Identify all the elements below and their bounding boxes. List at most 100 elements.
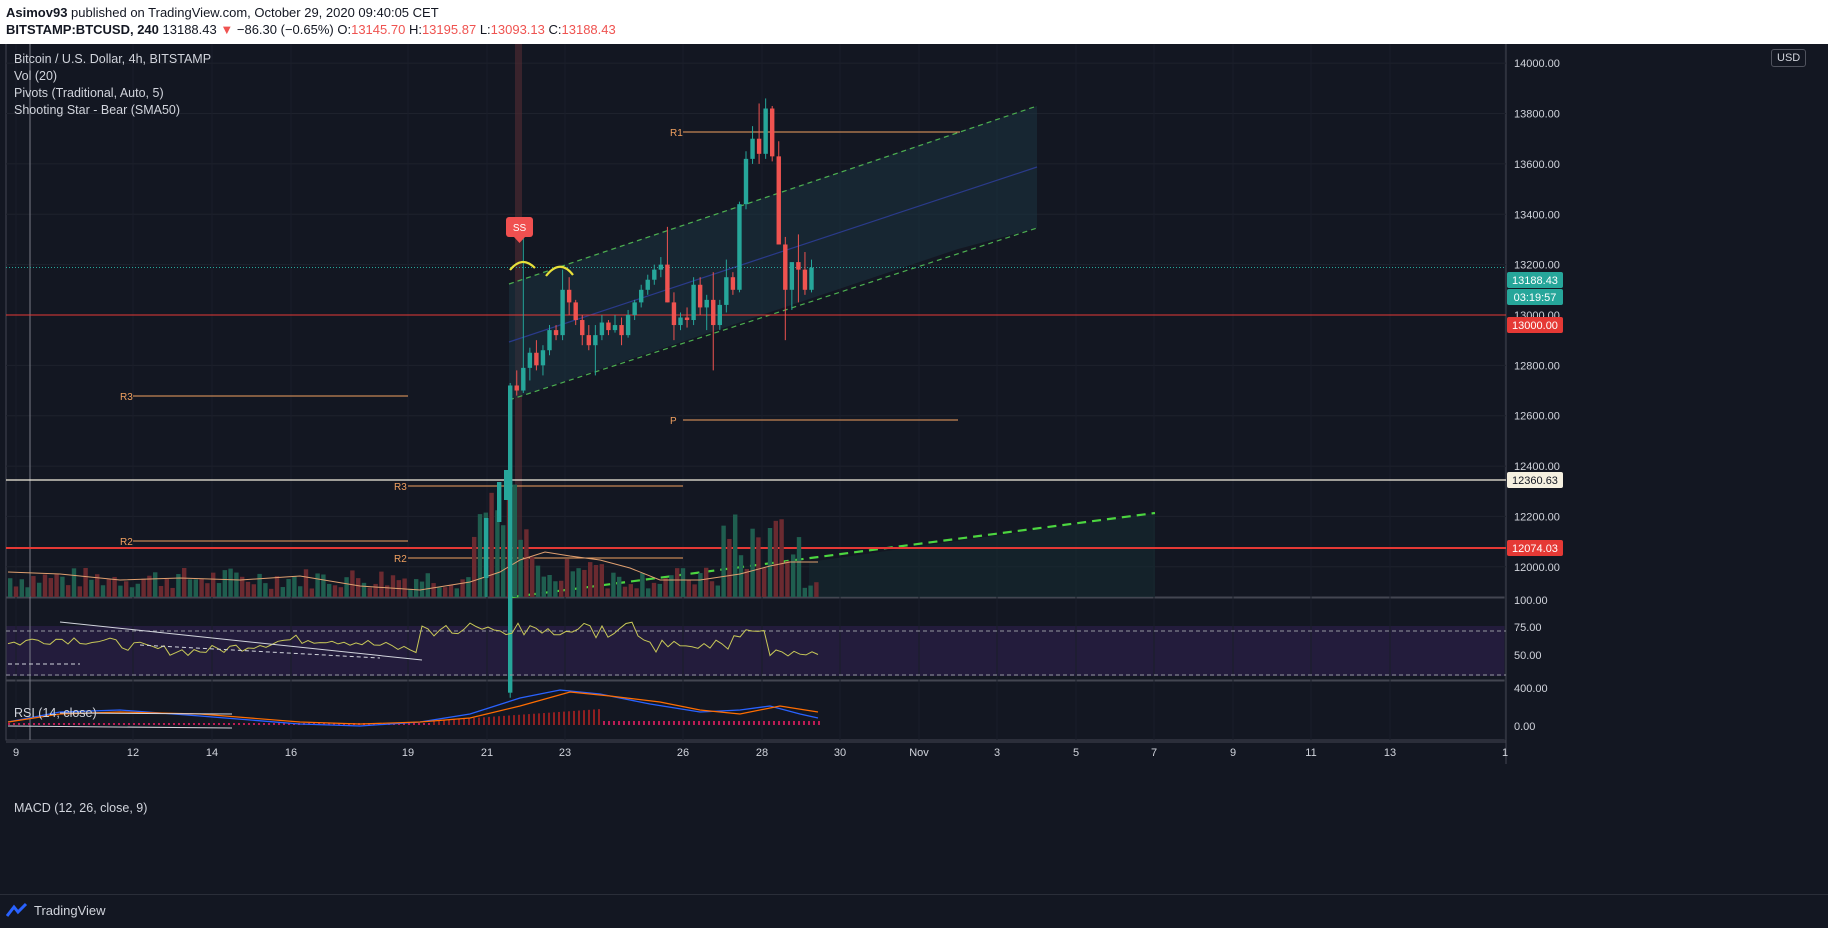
volume-bar (170, 587, 175, 597)
author-name[interactable]: Asimov93 (6, 5, 68, 20)
volume-bar (350, 570, 355, 597)
candle-body (632, 302, 637, 315)
candle-body (658, 264, 664, 270)
macd-histogram-bar (273, 723, 275, 725)
macd-histogram-bar (588, 709, 590, 725)
macd-histogram-bar (418, 723, 420, 725)
rsi-pane-label[interactable]: RSI (14, close) (14, 706, 97, 720)
macd-histogram-bar (228, 723, 230, 725)
x-tick-label: 11 (1305, 747, 1316, 759)
macd-histogram-bar (223, 723, 225, 725)
macd-histogram-bar (243, 723, 245, 725)
macd-histogram-bar (183, 723, 185, 725)
y-tick-label: 13400.00 (1514, 209, 1560, 221)
volume-bar (564, 558, 570, 597)
publish-header: Asimov93 published on TradingView.com, O… (0, 0, 1828, 44)
rsi-axis-label: 75.00 (1514, 622, 1542, 634)
macd-histogram-bar (253, 723, 255, 725)
macd-histogram-bar (793, 721, 795, 725)
y-tick-label: 13600.00 (1514, 159, 1560, 171)
price-tag (1507, 472, 1563, 488)
macd-histogram-bar (88, 723, 90, 725)
price-tag-label: 03:19:57 (1514, 292, 1557, 304)
volume-bar (779, 519, 784, 597)
x-tick-label: 1 (1502, 747, 1508, 759)
tradingview-logo[interactable]: TradingView (6, 902, 106, 918)
volume-bar (715, 585, 720, 597)
volume-bar (292, 576, 297, 597)
volume-bar (501, 525, 506, 597)
volume-bar (60, 576, 65, 597)
candle-body (697, 284, 703, 308)
x-tick-label: 5 (1073, 747, 1079, 759)
volume-bar (489, 492, 494, 597)
volume-bar (617, 576, 622, 597)
macd-histogram-bar (598, 709, 600, 725)
macd-histogram-bar (788, 721, 790, 725)
macd-histogram-bar (538, 713, 540, 725)
tradingview-logo-icon (6, 902, 28, 917)
pattern-indicator-label[interactable]: Shooting Star - Bear (SMA50) (14, 103, 181, 117)
macd-histogram-bar (213, 723, 215, 725)
volume-bar (646, 588, 651, 597)
volume-bar (205, 583, 210, 597)
y-tick-label: 12800.00 (1514, 360, 1560, 372)
volume-bar (89, 579, 94, 597)
pivots-indicator-label[interactable]: Pivots (Traditional, Auto, 5) (14, 86, 164, 100)
price-tag (1507, 272, 1563, 288)
volume-bar (367, 587, 372, 597)
volume-bar (593, 565, 599, 597)
trendline-fill (809, 513, 1155, 597)
volume-bar (709, 581, 715, 597)
macd-histogram-bar (733, 721, 735, 725)
currency-button[interactable]: USD (1771, 49, 1807, 67)
candle-body (789, 262, 795, 290)
chart-canvas[interactable]: 14000.0013800.0013600.0013400.0013200.00… (0, 44, 1828, 894)
macd-histogram-bar (78, 723, 80, 725)
y-tick-label: 12600.00 (1514, 411, 1560, 423)
macd-histogram-bar (738, 721, 740, 725)
volume-bar (251, 584, 256, 597)
macd-histogram-bar (608, 721, 610, 725)
volume-bar (83, 567, 88, 597)
macd-histogram-bar (218, 723, 220, 725)
close-label: C: (548, 22, 562, 37)
candle-body (497, 482, 502, 522)
macd-histogram-bar (568, 711, 570, 725)
macd-histogram-bar (423, 723, 425, 725)
macd-histogram-bar (778, 721, 780, 725)
macd-histogram-bar (473, 717, 475, 725)
macd-axis-label: 400.00 (1514, 683, 1548, 695)
volume-bar (692, 584, 697, 597)
volume-bar (228, 568, 233, 597)
volume-bar (199, 579, 204, 597)
rsi-axis-label: 50.00 (1514, 650, 1542, 662)
macd-histogram-bar (698, 721, 700, 725)
volume-bar (315, 573, 320, 597)
x-tick-label: 14 (206, 747, 218, 759)
candle-body (527, 352, 533, 368)
macd-pane-label[interactable]: MACD (12, 26, close, 9) (14, 801, 148, 815)
x-tick-label: 9 (1230, 747, 1236, 759)
x-tick-label: 9 (13, 747, 19, 759)
volume-bar (472, 536, 477, 597)
volume-bar (158, 586, 164, 597)
macd-histogram-bar (558, 711, 560, 725)
volume-bar (147, 575, 152, 597)
macd-histogram-bar (648, 721, 650, 725)
macd-histogram-bar (163, 723, 165, 725)
volume-bar (477, 514, 483, 597)
volume-bar (263, 583, 268, 597)
rsi-band (6, 626, 1506, 676)
candle-body (756, 138, 762, 154)
volume-bar (605, 588, 610, 597)
x-tick-label: 3 (994, 747, 1000, 759)
volume-bar (176, 574, 181, 597)
volume-bar (112, 576, 117, 597)
volume-bar (414, 579, 419, 597)
candle-body (783, 244, 788, 290)
macd-histogram-bar (288, 723, 290, 725)
footer-bar: TradingView (0, 894, 1828, 928)
volume-bar (25, 587, 30, 597)
volume-indicator-label[interactable]: Vol (20) (14, 69, 58, 83)
